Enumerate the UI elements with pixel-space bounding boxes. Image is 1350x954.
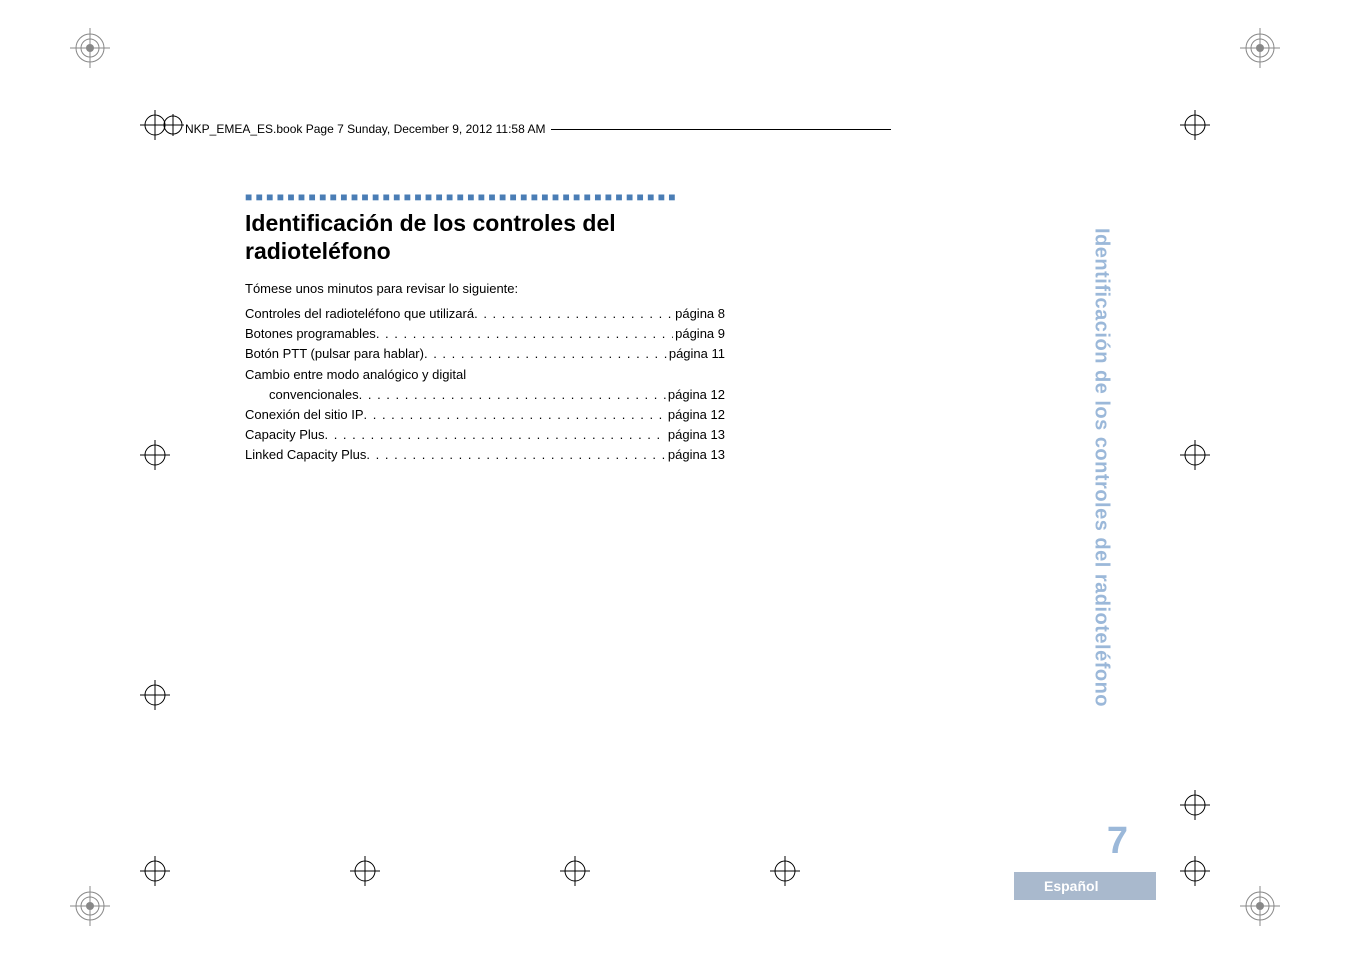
toc-line: Botones programables página 9: [245, 324, 725, 344]
toc-leader-dots: [366, 445, 665, 465]
language-label: Español: [1044, 878, 1098, 894]
toc-leader-dots: [424, 344, 667, 364]
intro-text: Tómese unos minutos para revisar lo sigu…: [245, 281, 725, 296]
toc: Controles del radioteléfono que utilizar…: [245, 304, 725, 465]
cross-right-mid2: [1180, 790, 1210, 825]
toc-page: página 11: [667, 344, 725, 364]
toc-line: Cambio entre modo analógico y digital: [245, 365, 725, 385]
toc-label: Botón PTT (pulsar para hablar): [245, 344, 424, 364]
toc-leader-dots: [359, 385, 666, 405]
toc-label: Cambio entre modo analógico y digital: [245, 365, 466, 385]
toc-label: convencionales: [269, 385, 359, 405]
toc-line: Controles del radioteléfono que utilizar…: [245, 304, 725, 324]
running-head: NKP_EMEA_ES.book Page 7 Sunday, December…: [185, 122, 891, 136]
language-tab: Español: [1014, 872, 1156, 900]
dotted-rule: ■ ■ ■ ■ ■ ■ ■ ■ ■ ■ ■ ■ ■ ■ ■ ■ ■ ■ ■ ■ …: [245, 190, 725, 204]
page-frame: NKP_EMEA_ES.book Page 7 Sunday, December…: [170, 100, 1180, 890]
section-title: Identificación de los controles del radi…: [245, 210, 725, 265]
toc-label: Controles del radioteléfono que utilizar…: [245, 304, 474, 324]
regmark-tr: [1240, 28, 1280, 68]
sidebar-section-title: Identificación de los controles del radi…: [1090, 228, 1113, 707]
toc-label: Linked Capacity Plus: [245, 445, 366, 465]
toc-leader-dots: [364, 405, 666, 425]
toc-page: página 9: [673, 324, 725, 344]
header-target-icon: [160, 112, 186, 143]
toc-line: Conexión del sitio IP página 12: [245, 405, 725, 425]
main-content: ■ ■ ■ ■ ■ ■ ■ ■ ■ ■ ■ ■ ■ ■ ■ ■ ■ ■ ■ ■ …: [245, 190, 725, 465]
toc-leader-dots: [376, 324, 673, 344]
page-number: 7: [1107, 820, 1128, 863]
running-head-text: NKP_EMEA_ES.book Page 7 Sunday, December…: [185, 122, 545, 136]
toc-leader-dots: [474, 304, 673, 324]
toc-page: página 8: [673, 304, 725, 324]
toc-page: página 12: [666, 385, 725, 405]
toc-label: Capacity Plus: [245, 425, 324, 445]
cross-right-mid1: [1180, 440, 1210, 475]
toc-line: Capacity Plus página 13: [245, 425, 725, 445]
cross-left-mid1: [140, 440, 170, 475]
toc-label: Conexión del sitio IP: [245, 405, 364, 425]
regmark-br: [1240, 886, 1280, 926]
toc-page: página 13: [666, 445, 725, 465]
toc-label: Botones programables: [245, 324, 376, 344]
toc-page: página 12: [666, 405, 725, 425]
sidebar: Identificación de los controles del radi…: [1086, 228, 1116, 848]
cross-right-bot: [1180, 856, 1210, 891]
toc-page: página 13: [666, 425, 725, 445]
cross-right-top: [1180, 110, 1210, 145]
toc-leader-dots: [324, 425, 665, 445]
regmark-tl: [70, 28, 110, 68]
toc-line: Botón PTT (pulsar para hablar) página 11: [245, 344, 725, 364]
cross-left-mid2: [140, 680, 170, 715]
toc-line: convencionales página 12: [245, 385, 725, 405]
running-head-rule: [551, 129, 891, 130]
cross-left-bot: [140, 856, 170, 891]
regmark-bl: [70, 886, 110, 926]
toc-line: Linked Capacity Plus página 13: [245, 445, 725, 465]
